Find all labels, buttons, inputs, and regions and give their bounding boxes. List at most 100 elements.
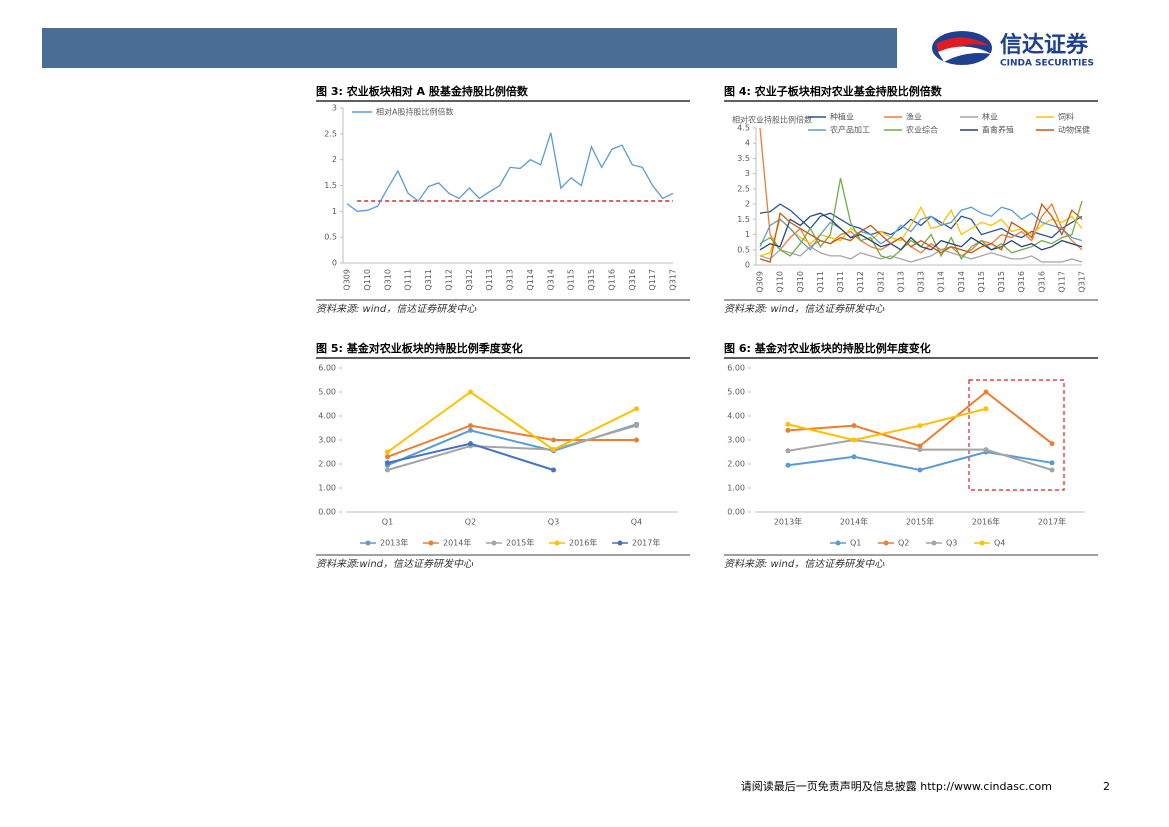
series-line	[387, 424, 637, 471]
x-tick-label: Q311	[836, 271, 845, 293]
series-line	[759, 203, 1083, 239]
y-tick-label: 1.5	[324, 181, 337, 190]
legend-marker	[835, 540, 841, 546]
point	[983, 447, 989, 453]
page-number: 2	[1103, 780, 1110, 793]
y-tick-label: 0	[332, 259, 337, 268]
figure-title: 图 4: 农业子板块相对农业基金持股比例倍数	[724, 84, 943, 98]
y-tick-label: 3	[332, 104, 337, 113]
legend-marker	[428, 540, 434, 546]
legend-label: 种植业	[830, 112, 854, 122]
x-tick-label: Q311	[424, 269, 433, 291]
legend-marker	[883, 540, 889, 546]
y-tick-label: 0.00	[318, 508, 336, 517]
logo-cn: 信达证券	[1000, 32, 1089, 58]
y-tick-label: 6.00	[727, 364, 745, 373]
legend-label: Q3	[946, 539, 957, 548]
point	[385, 454, 390, 460]
x-tick-label: Q1	[382, 518, 393, 527]
point	[983, 406, 989, 412]
point	[917, 447, 923, 453]
figure-title: 图 3: 农业板块相对 A 股基金持股比例倍数	[316, 84, 529, 98]
legend-label: 农业综合	[906, 125, 938, 135]
point	[385, 460, 390, 466]
x-tick-label: Q317	[669, 269, 678, 291]
x-tick-label: Q312	[876, 271, 885, 293]
series-line	[759, 202, 1083, 263]
legend-label: 农产品加工	[830, 125, 870, 135]
y-tick-label: 3.5	[737, 154, 750, 163]
point	[385, 449, 390, 455]
point	[785, 462, 791, 468]
y-tick-label: 1.5	[737, 215, 750, 224]
point	[468, 427, 473, 433]
point	[917, 467, 923, 473]
y-tick-label: 2.5	[324, 129, 337, 138]
legend-label: Q2	[898, 539, 909, 548]
x-tick-label: Q111	[404, 269, 413, 291]
legend-marker	[365, 540, 371, 546]
x-tick-label: Q313	[506, 269, 515, 291]
point	[385, 467, 390, 473]
legend-marker	[554, 540, 560, 546]
y-tick-label: 0.5	[324, 233, 337, 242]
point	[468, 389, 473, 395]
y-tick-label: 5.00	[318, 388, 336, 397]
point	[851, 454, 857, 460]
legend-label: 相对A股持股比例倍数	[376, 107, 453, 117]
y-tick-label: 0.00	[727, 508, 745, 517]
x-tick-label: Q315	[997, 271, 1006, 293]
y-tick-label: 4.5	[737, 124, 750, 133]
series-line	[759, 205, 1083, 257]
point	[851, 437, 857, 443]
point	[917, 423, 923, 429]
point	[785, 448, 791, 454]
x-tick-label: 2015年	[906, 517, 934, 527]
point	[1049, 460, 1055, 466]
series-line	[759, 212, 1083, 251]
series-line	[386, 390, 637, 453]
series-line	[759, 127, 1083, 257]
legend-label: 林业	[982, 112, 998, 122]
x-tick-label: Q315	[587, 269, 596, 291]
y-tick-label: 2.00	[318, 460, 336, 469]
point	[1049, 467, 1055, 473]
point	[785, 427, 791, 433]
x-tick-label: Q117	[648, 269, 657, 291]
y-tick-label: 6.00	[318, 364, 336, 373]
point	[917, 443, 923, 449]
y-tick-label: 4	[745, 139, 750, 148]
figure-source: 资料来源: wind，信达证券研发中心	[724, 558, 885, 570]
legend-label: 2015年	[506, 538, 534, 548]
point	[983, 389, 989, 395]
series-line	[787, 407, 987, 442]
y-tick-label: 2.00	[727, 460, 745, 469]
point	[634, 437, 639, 443]
legend-label: 饲料	[1058, 112, 1074, 122]
y-tick-label: 2	[745, 200, 750, 209]
y-axis-title: 相对农业持股比例倍数	[732, 115, 812, 125]
x-tick-label: Q317	[1078, 271, 1087, 293]
x-tick-label: Q4	[631, 518, 642, 527]
legend-label: Q1	[850, 539, 861, 548]
legend-label: Q4	[994, 539, 1005, 548]
x-tick-label: Q114	[937, 271, 946, 293]
y-tick-label: 3.00	[727, 436, 745, 445]
footer-text: 请阅读最后一页免责声明及信息披露 http://www.cindasc.com	[741, 779, 1052, 793]
point	[851, 423, 857, 429]
logo-en: CINDA SECURITIES	[1000, 59, 1094, 69]
figure-title: 图 6: 基金对农业板块的持股比例年度变化	[724, 341, 931, 355]
logo: 信达证券 CINDA SECURITIES	[932, 31, 1094, 69]
x-tick-label: Q314	[957, 271, 966, 293]
y-tick-label: 2	[332, 155, 337, 164]
point	[551, 467, 556, 473]
x-tick-label: Q316	[1017, 271, 1026, 293]
legend-label: 2016年	[569, 538, 597, 548]
legend-marker	[931, 540, 937, 546]
y-tick-label: 1	[745, 230, 750, 239]
y-tick-label: 1.00	[727, 484, 745, 493]
figure-title: 图 5: 基金对农业板块的持股比例季度变化	[316, 341, 523, 355]
x-tick-label: Q3	[548, 518, 559, 527]
header-bar	[42, 28, 897, 68]
